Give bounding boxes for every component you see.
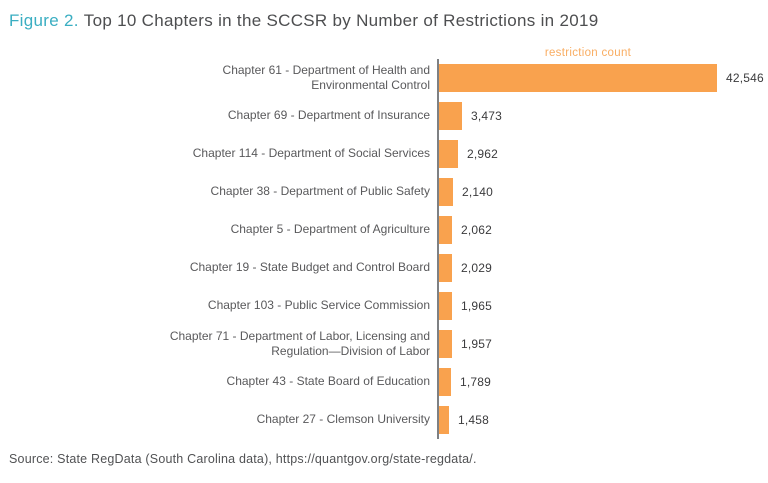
bar: [439, 102, 462, 131]
category-label: Chapter 5 - Department of Agriculture: [230, 222, 430, 237]
bar-row: Chapter 61 - Department of Health and Env…: [0, 59, 768, 98]
category-label: Chapter 43 - State Board of Education: [226, 374, 430, 389]
value-label: 3,473: [471, 109, 503, 124]
bar-track: 42,546: [437, 59, 768, 98]
bar-track: 2,140: [437, 173, 768, 212]
value-label: 2,962: [467, 147, 499, 162]
value-label: 2,140: [462, 185, 494, 200]
bar-track: 1,458: [437, 401, 768, 440]
category-label: Chapter 27 - Clemson University: [256, 412, 430, 427]
value-label: 1,789: [460, 375, 492, 390]
value-label: 2,029: [461, 261, 493, 276]
figure-number-label: Figure 2.: [9, 11, 79, 30]
bar-row: Chapter 69 - Department of Insurance 3,47…: [0, 97, 768, 136]
bar: [439, 140, 458, 169]
category-label: Chapter 61 - Department of Health and Env…: [222, 62, 430, 93]
bar: [439, 216, 452, 245]
bar-row: Chapter 103 - Public Service Commission 1…: [0, 287, 768, 326]
bar: [439, 64, 717, 93]
bar-row: Chapter 71 - Department of Labor, Licens…: [0, 325, 768, 364]
bar-row: Chapter 5 - Department of Agriculture 2,0…: [0, 211, 768, 250]
bar-chart: restriction count Chapter 61 - Departmen…: [0, 43, 768, 440]
bar-row: Chapter 38 - Department of Public Safety…: [0, 173, 768, 212]
figure-title: Figure 2. Top 10 Chapters in the SCCSR by…: [0, 0, 768, 31]
bar: [439, 178, 453, 207]
chart-rows: Chapter 61 - Department of Health and Env…: [0, 59, 768, 440]
category-label: Chapter 69 - Department of Insurance: [227, 108, 430, 123]
category-label: Chapter 71 - Department of Labor, Licens…: [169, 328, 430, 359]
value-label: 2,062: [461, 223, 493, 238]
bar-track: 2,029: [437, 249, 768, 288]
value-label: 42,546: [726, 71, 764, 86]
bar: [439, 330, 452, 359]
bar-row: Chapter 43 - State Board of Education 1,7…: [0, 363, 768, 402]
category-label: Chapter 38 - Department of Public Safety: [210, 184, 430, 199]
bar-track: 1,957: [437, 325, 768, 364]
bar-row: Chapter 27 - Clemson University 1,458: [0, 401, 768, 440]
bar: [439, 406, 449, 435]
bar: [439, 292, 452, 321]
bar: [439, 368, 451, 397]
bar-track: 2,062: [437, 211, 768, 250]
value-label: 1,965: [461, 299, 493, 314]
value-label: 1,458: [458, 413, 490, 428]
bar-track: 1,965: [437, 287, 768, 326]
category-label: Chapter 19 - State Budget and Control Bo…: [189, 260, 430, 275]
category-label: Chapter 103 - Public Service Commission: [207, 298, 430, 313]
category-label: Chapter 114 - Department of Social Servi…: [192, 146, 430, 161]
bar-row: Chapter 19 - State Budget and Control Bo…: [0, 249, 768, 288]
bar-row: Chapter 114 - Department of Social Servi…: [0, 135, 768, 174]
legend-row: restriction count: [0, 43, 768, 59]
bar-track: 2,962: [437, 135, 768, 174]
value-label: 1,957: [461, 337, 493, 352]
legend-area: restriction count: [437, 47, 768, 59]
figure-title-text: Top 10 Chapters in the SCCSR by Number o…: [83, 11, 599, 30]
bar-track: 1,789: [437, 363, 768, 402]
bar: [439, 254, 452, 283]
source-note: Source: State RegData (South Carolina da…: [9, 452, 477, 466]
bar-track: 3,473: [437, 97, 768, 136]
series-legend-label: restriction count: [544, 47, 632, 60]
